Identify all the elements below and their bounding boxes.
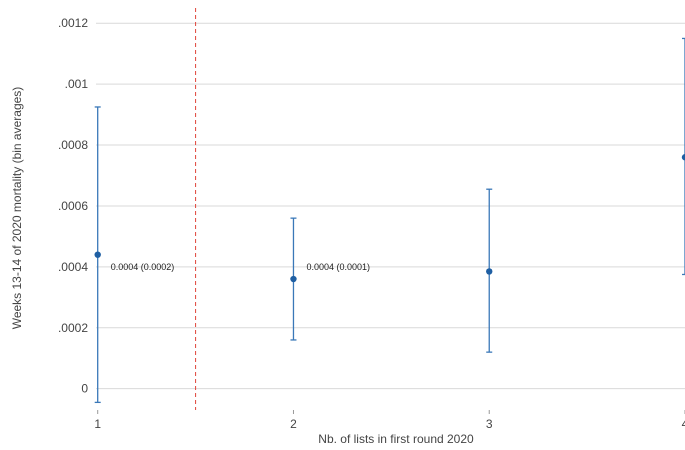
x-tick-labels: 1 2 3 4	[94, 410, 685, 431]
y-tick-label: .001	[65, 77, 89, 91]
gridlines	[96, 22, 685, 390]
y-axis-title: Weeks 13-14 of 2020 mortality (bin avera…	[10, 87, 24, 330]
x-tick-label: 3	[486, 417, 493, 431]
x-tick-label: 4	[682, 417, 685, 431]
y-tick-label: .0012	[58, 16, 88, 30]
data-point	[290, 275, 297, 283]
series-group	[94, 37, 685, 404]
y-tick-label: .0002	[58, 321, 88, 335]
data-point	[681, 154, 685, 161]
y-tick-label: .0004	[58, 260, 88, 274]
point-annotation: 0.0004 (0.0002)	[111, 262, 175, 272]
y-tick-labels: 0 .0002 .0004 .0006 .0008 .001 .0012	[58, 16, 88, 395]
x-tick-label: 1	[94, 417, 101, 431]
x-axis-title: Nb. of lists in first round 2020	[318, 432, 474, 446]
y-tick-label: 0	[81, 382, 88, 396]
data-point	[486, 268, 493, 275]
x-tick-label: 2	[290, 417, 297, 431]
point-annotation: 0.0004 (0.0001)	[306, 262, 370, 272]
data-point	[94, 251, 101, 258]
y-tick-label: .0008	[58, 138, 88, 152]
annotations-group: 0.0004 (0.0002) 0.0004 (0.0001)	[111, 262, 370, 272]
y-tick-label: .0006	[58, 199, 88, 213]
